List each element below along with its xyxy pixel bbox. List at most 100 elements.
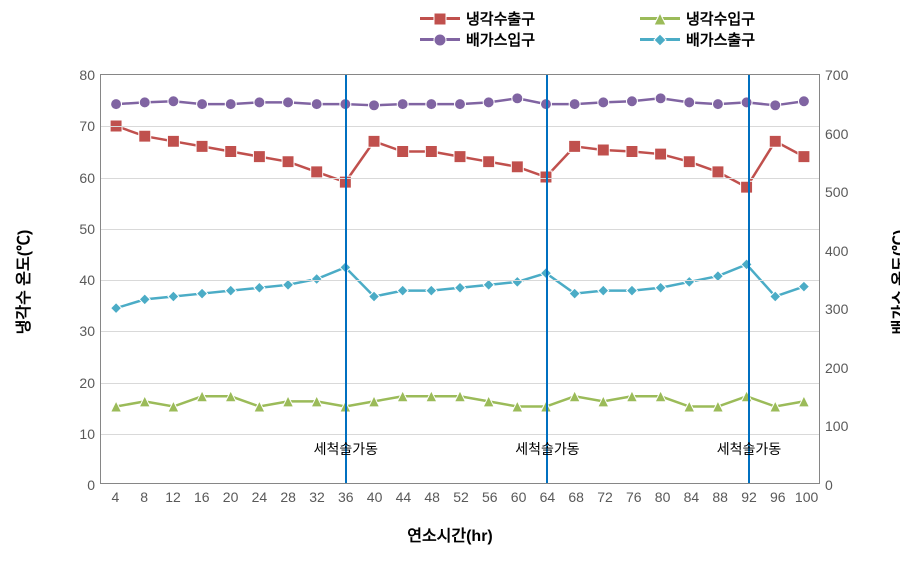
x-tick-label: 80 (655, 489, 671, 505)
marker-gas_in (283, 97, 294, 108)
marker-cool_out (368, 135, 380, 147)
marker-cool_out (626, 146, 638, 158)
marker-gas_in (311, 99, 322, 110)
marker-gas_out (197, 288, 208, 299)
y-left-tick-label: 0 (87, 477, 95, 493)
marker-cool_out (741, 181, 753, 193)
marker-gas_in (598, 97, 609, 108)
marker-gas_out (512, 276, 523, 287)
marker-cool_out (483, 156, 495, 168)
y-left-tick-label: 40 (79, 272, 95, 288)
marker-gas_in (455, 99, 466, 110)
marker-gas_in (712, 99, 723, 110)
marker-gas_out (426, 285, 437, 296)
marker-cool_out (769, 135, 781, 147)
x-tick-label: 48 (424, 489, 440, 505)
vertical-marker-line (748, 75, 750, 483)
annotation-label: 세척솔가동 (717, 439, 781, 459)
y-left-tick-label: 80 (79, 67, 95, 83)
annotation-label: 세척솔가동 (314, 439, 378, 459)
legend-item-cool-out: 냉각수출구 (420, 8, 600, 29)
x-tick-label: 100 (795, 489, 818, 505)
marker-cool_out (511, 161, 523, 173)
y-right-tick-label: 400 (825, 243, 848, 259)
marker-gas_in (197, 99, 208, 110)
y-right-tick-label: 200 (825, 360, 848, 376)
marker-gas_out (139, 294, 150, 305)
vertical-marker-line (345, 75, 347, 483)
x-tick-label: 16 (194, 489, 210, 505)
y-right-tick-label: 0 (825, 477, 833, 493)
legend-marker-gas-in (420, 33, 460, 47)
marker-cool_out (597, 144, 609, 156)
legend: 냉각수출구 냉각수입구 배가스입구 배가스출구 (380, 8, 860, 50)
marker-gas_out (168, 291, 179, 302)
gridline (101, 331, 819, 332)
marker-cool_out (712, 166, 724, 178)
x-tick-label: 28 (280, 489, 296, 505)
marker-gas_in (168, 96, 179, 107)
legend-label: 배가스입구 (466, 29, 535, 50)
marker-cool_out (282, 156, 294, 168)
chart-container: 냉각수출구 냉각수입구 배가스입구 배가스출구 0102030405060708… (0, 0, 900, 564)
x-tick-label: 64 (540, 489, 556, 505)
marker-gas_in (139, 97, 150, 108)
y-left-tick-label: 20 (79, 375, 95, 391)
legend-row-1: 냉각수출구 냉각수입구 (380, 8, 860, 29)
x-tick-label: 76 (626, 489, 642, 505)
y-right-tick-label: 500 (825, 184, 848, 200)
x-tick-label: 52 (453, 489, 469, 505)
y-left-tick-label: 10 (79, 426, 95, 442)
marker-gas_in (512, 93, 523, 104)
vertical-marker-line (546, 75, 548, 483)
marker-cool_out (454, 151, 466, 163)
x-tick-label: 4 (111, 489, 119, 505)
legend-marker-cool-out (420, 12, 460, 26)
marker-cool_out (311, 166, 323, 178)
marker-cool_out (167, 135, 179, 147)
gridline (101, 280, 819, 281)
y-left-tick-label: 70 (79, 118, 95, 134)
marker-cool_in (741, 391, 752, 402)
marker-gas_in (741, 97, 752, 108)
legend-marker-gas-out (640, 33, 680, 47)
marker-gas_in (569, 99, 580, 110)
gridline (101, 434, 819, 435)
marker-cool_out (425, 146, 437, 158)
gridline (101, 229, 819, 230)
legend-item-gas-out: 배가스출구 (640, 29, 820, 50)
marker-gas_in (655, 93, 666, 104)
x-tick-label: 40 (367, 489, 383, 505)
x-tick-label: 32 (309, 489, 325, 505)
marker-cool_out (253, 151, 265, 163)
y-right-tick-label: 600 (825, 126, 848, 142)
y-right-tick-label: 100 (825, 418, 848, 434)
marker-gas_in (426, 99, 437, 110)
x-tick-label: 72 (597, 489, 613, 505)
legend-row-2: 배가스입구 배가스출구 (380, 29, 860, 50)
legend-label: 냉각수입구 (686, 8, 755, 29)
x-tick-label: 84 (684, 489, 700, 505)
marker-gas_in (798, 96, 809, 107)
marker-gas_in (225, 99, 236, 110)
marker-gas_out (655, 282, 666, 293)
y-left-tick-label: 30 (79, 323, 95, 339)
marker-cool_out (196, 140, 208, 152)
legend-item-cool-in: 냉각수입구 (640, 8, 820, 29)
x-axis-title: 연소시간(hr) (407, 522, 493, 546)
y-right-tick-label: 300 (825, 301, 848, 317)
marker-cool_out (139, 130, 151, 142)
x-tick-label: 96 (770, 489, 786, 505)
legend-label: 배가스출구 (686, 29, 755, 50)
gridline (101, 178, 819, 179)
x-tick-label: 20 (223, 489, 239, 505)
x-tick-label: 92 (741, 489, 757, 505)
marker-gas_in (684, 97, 695, 108)
marker-gas_out (598, 285, 609, 296)
marker-gas_out (455, 282, 466, 293)
marker-gas_out (254, 282, 265, 293)
y-axis-left-title: 냉각수 온도(℃) (10, 230, 34, 335)
marker-gas_in (770, 100, 781, 111)
marker-gas_in (397, 99, 408, 110)
marker-gas_in (254, 97, 265, 108)
